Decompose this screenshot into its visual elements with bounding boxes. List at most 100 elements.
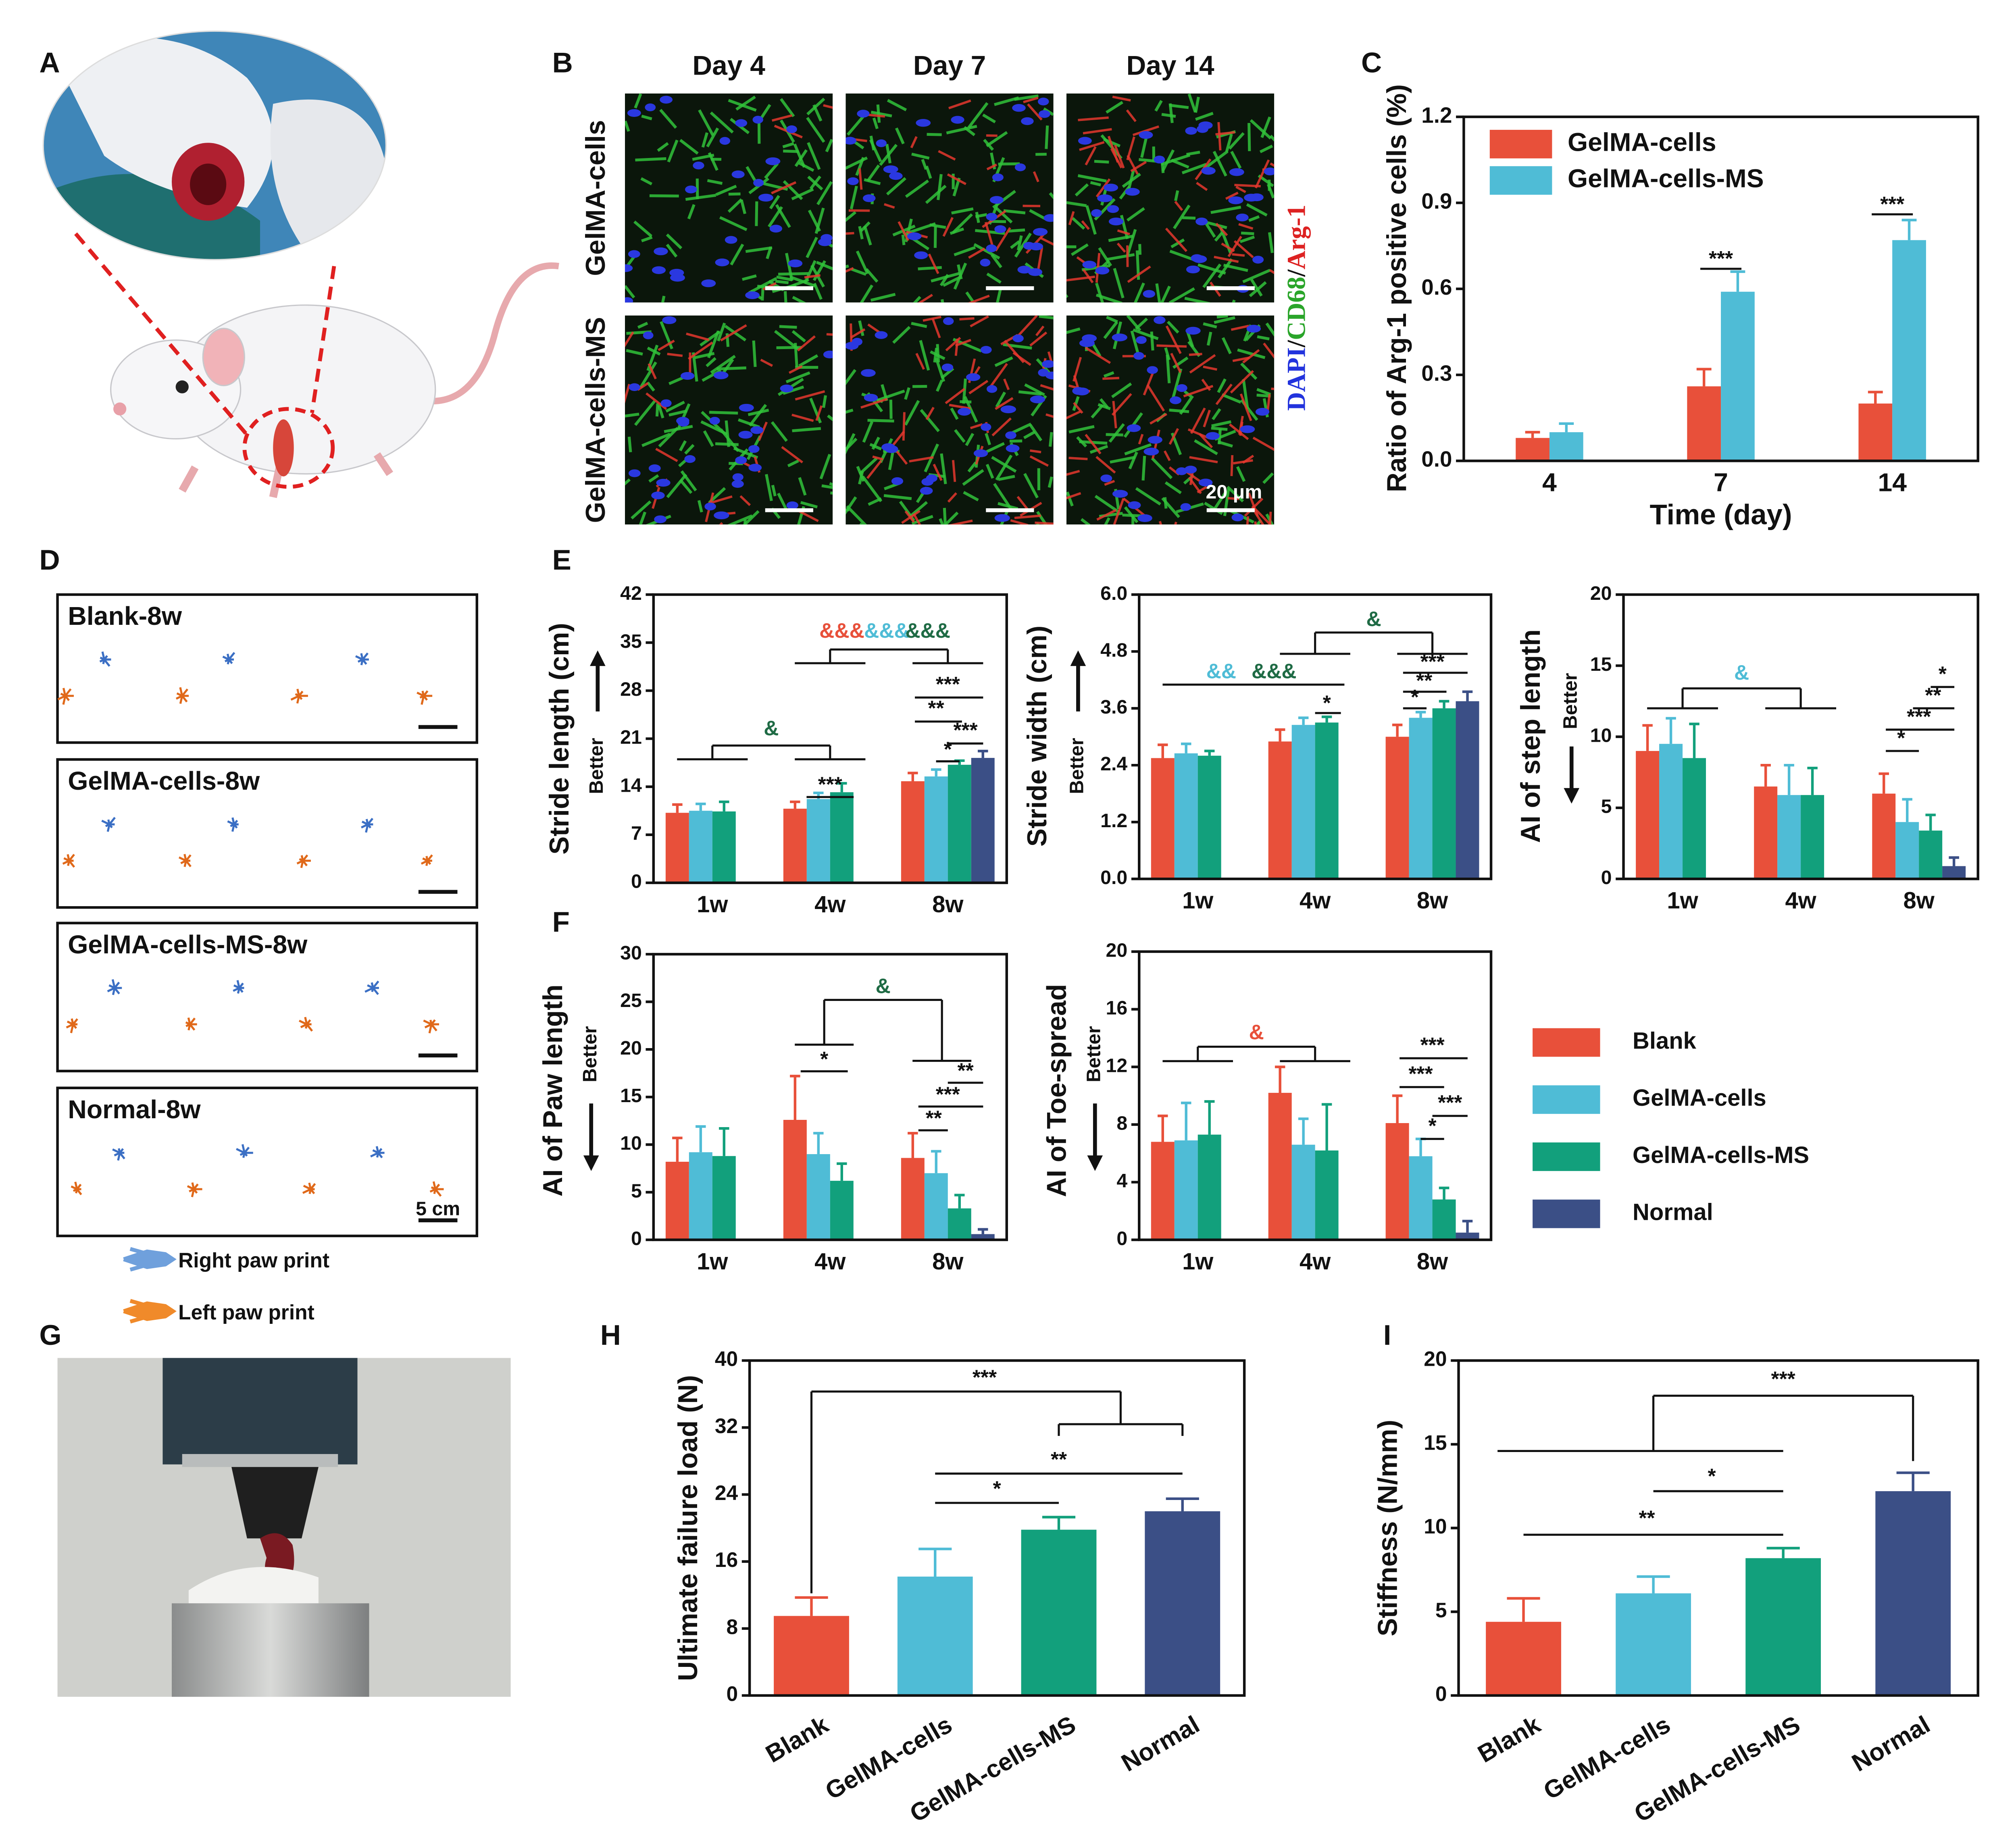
fiber	[823, 104, 833, 109]
fiber	[1024, 383, 1045, 396]
fiber	[744, 519, 747, 525]
ear	[202, 328, 245, 387]
nucleus	[1014, 163, 1026, 171]
nucleus	[1108, 217, 1124, 226]
fiber	[771, 485, 777, 497]
fiber	[1227, 497, 1239, 500]
fiber	[1135, 487, 1161, 506]
gait-box	[56, 758, 479, 909]
column-label: Day 7	[913, 50, 986, 81]
fiber	[1143, 369, 1155, 396]
nucleus	[846, 137, 856, 145]
significance-label: **	[926, 1107, 942, 1130]
fiber	[942, 217, 954, 237]
fiber	[1268, 232, 1274, 253]
fiber	[846, 408, 854, 414]
nucleus	[1041, 360, 1054, 368]
nucleus	[1112, 333, 1127, 341]
nucleus	[660, 96, 673, 104]
fiber	[1037, 247, 1043, 271]
legend-label: Blank	[1633, 1028, 1697, 1054]
fiber	[951, 207, 974, 215]
x-axis-title: Time (day)	[1650, 499, 1792, 531]
fiber	[952, 213, 973, 234]
nucleus	[1107, 205, 1119, 213]
nucleus	[1170, 396, 1181, 404]
fiber	[1003, 378, 1010, 390]
fiber	[1035, 521, 1054, 525]
significance-label: &&&	[1252, 659, 1297, 683]
axes-frame	[1138, 593, 1493, 880]
fiber	[970, 423, 983, 429]
nucleus	[885, 445, 898, 453]
nucleus	[654, 515, 666, 523]
paw-print	[302, 854, 308, 861]
significance-label: ***	[1907, 705, 1931, 728]
photo-frame	[42, 30, 387, 260]
fiber	[1260, 116, 1271, 138]
paw-print	[377, 1148, 383, 1154]
fiber	[1014, 233, 1032, 258]
bar	[1432, 708, 1456, 879]
eye	[175, 380, 189, 393]
legend-swatch	[1533, 1142, 1600, 1171]
fiber	[748, 404, 767, 426]
paw-print	[191, 1189, 195, 1197]
fiber	[1230, 455, 1234, 476]
fiber	[716, 366, 746, 370]
y-tick-label: 0.0	[1421, 447, 1452, 472]
fiber	[911, 515, 933, 525]
bar	[712, 1156, 736, 1240]
bar	[1636, 751, 1660, 879]
bar	[1486, 1622, 1561, 1696]
fiber	[701, 132, 708, 148]
paw-print	[428, 1024, 433, 1034]
fiber	[850, 328, 866, 339]
nucleus	[847, 177, 859, 185]
nucleus	[748, 464, 762, 472]
y-axis-title: AI of Toe-spread	[1041, 984, 1072, 1197]
fiber	[661, 295, 666, 303]
fiber	[626, 349, 643, 356]
bar	[1268, 741, 1292, 879]
fiber	[771, 181, 797, 194]
nucleus	[719, 137, 731, 145]
significance-label: &	[764, 716, 779, 740]
nucleus	[645, 103, 656, 111]
fiber	[1111, 393, 1132, 416]
fiber	[983, 139, 994, 151]
fiber	[1045, 125, 1049, 149]
fiber	[1241, 231, 1254, 235]
fiber	[1161, 149, 1175, 172]
fiber	[935, 379, 943, 392]
fiber	[1033, 171, 1039, 183]
nucleus	[715, 258, 729, 266]
fiber	[862, 421, 874, 443]
significance-label: *	[1939, 662, 1947, 686]
significance-label: &&&	[864, 619, 909, 642]
fiber	[826, 333, 833, 336]
nucleus	[738, 431, 753, 439]
paw-print	[298, 1019, 308, 1026]
fiber	[1164, 481, 1182, 494]
panel-label: G	[40, 1319, 62, 1351]
nucleus	[1176, 467, 1187, 475]
paw-print	[434, 1184, 440, 1190]
nucleus	[823, 350, 833, 359]
fiber	[1233, 459, 1253, 465]
nucleus	[786, 125, 797, 133]
x-tick-label: 14	[1878, 468, 1907, 497]
bar	[783, 1119, 807, 1240]
fiber	[706, 357, 716, 367]
x-tick-label: 1w	[1182, 1249, 1214, 1275]
x-tick-label: Normal	[1847, 1710, 1935, 1777]
bar	[806, 799, 830, 883]
gait-box	[56, 593, 479, 744]
fiber	[1154, 100, 1163, 112]
fiber	[800, 501, 818, 509]
fiber	[1066, 491, 1074, 507]
panel-label: B	[552, 47, 573, 79]
fiber	[1166, 354, 1171, 383]
fiber	[655, 403, 659, 417]
fiber	[707, 179, 723, 185]
